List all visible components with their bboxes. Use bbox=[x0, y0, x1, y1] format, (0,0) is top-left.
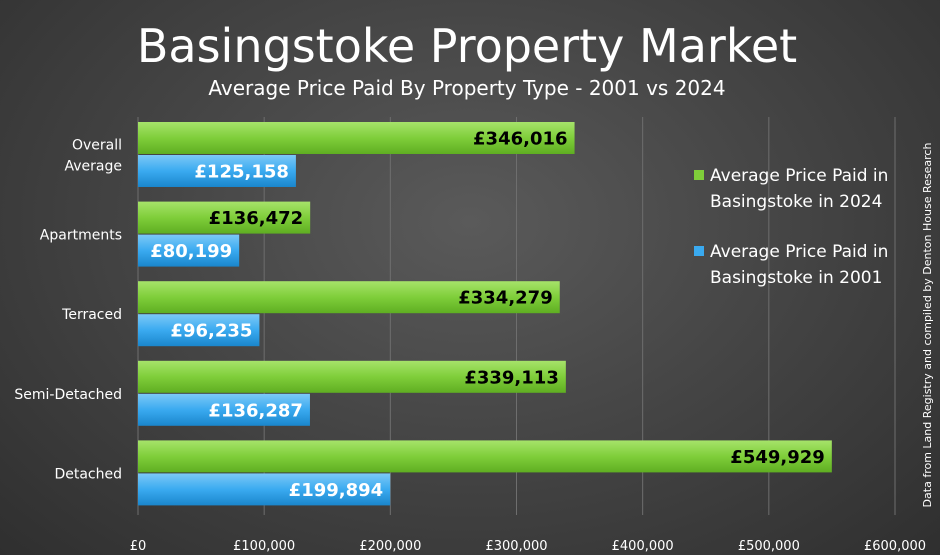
data-label-2024: £549,929 bbox=[730, 447, 825, 468]
chart-title: Basingstoke Property Market bbox=[137, 19, 797, 73]
legend-label-2024-line1: Average Price Paid in bbox=[710, 166, 888, 186]
bar-2001 bbox=[138, 314, 260, 347]
x-tick-label: £300,000 bbox=[485, 539, 547, 554]
data-label-2001: £199,894 bbox=[289, 480, 384, 501]
category-label: Detached bbox=[54, 466, 122, 482]
x-tick-label: £500,000 bbox=[738, 539, 800, 554]
legend-label-2001-line1: Average Price Paid in bbox=[710, 242, 888, 262]
data-label-2001: £80,199 bbox=[150, 241, 232, 262]
category-label: Overall Average bbox=[65, 138, 123, 175]
data-label-2024: £334,279 bbox=[458, 288, 553, 309]
bar-2024 bbox=[138, 122, 575, 154]
x-tick-label: £600,000 bbox=[864, 539, 926, 554]
bar-2001 bbox=[138, 234, 240, 267]
source-note: Data from Land Registry and compiled by … bbox=[921, 143, 934, 508]
bar-2001 bbox=[138, 393, 310, 426]
bar-2024 bbox=[138, 360, 566, 393]
data-label-2024: £339,113 bbox=[464, 367, 559, 388]
legend: Average Price Paid in Basingstoke in 202… bbox=[694, 166, 888, 288]
bar-2024 bbox=[138, 281, 560, 314]
category-label: Semi-Detached bbox=[14, 387, 122, 403]
x-axis-tick-labels: £0 £100,000 £200,000 £300,000 £400,000 £500,0… bbox=[130, 539, 926, 554]
data-label-2001: £136,287 bbox=[208, 400, 303, 421]
legend-label-2001-line2: Basingstoke in 2001 bbox=[710, 268, 882, 288]
legend-swatch-2024 bbox=[694, 170, 704, 180]
bar-2024 bbox=[138, 201, 311, 234]
chart-subtitle: Average Price Paid By Property Type - 20… bbox=[208, 76, 725, 100]
x-tick-label: £200,000 bbox=[359, 539, 421, 554]
bar-2024 bbox=[138, 440, 832, 473]
category-label: Terraced bbox=[61, 307, 122, 323]
bars: £346,016 £125,158 £136,472 £80,199 £334,279 £… bbox=[138, 122, 832, 506]
x-tick-label: £0 bbox=[130, 539, 147, 554]
data-label-2024: £136,472 bbox=[209, 208, 304, 229]
bar-2001 bbox=[138, 473, 391, 506]
x-tick-label: £400,000 bbox=[612, 539, 674, 554]
data-label-2001: £125,158 bbox=[194, 162, 289, 183]
category-labels: Overall Average Apartments Terraced Semi-Det… bbox=[14, 138, 122, 483]
x-tick-label: £100,000 bbox=[233, 539, 295, 554]
data-label-2001: £96,235 bbox=[170, 321, 252, 342]
category-label: Apartments bbox=[40, 228, 122, 244]
bar-2001 bbox=[138, 155, 296, 187]
legend-label-2024-line2: Basingstoke in 2024 bbox=[710, 192, 882, 212]
data-label-2024: £346,016 bbox=[473, 129, 568, 150]
legend-swatch-2001 bbox=[694, 246, 704, 256]
